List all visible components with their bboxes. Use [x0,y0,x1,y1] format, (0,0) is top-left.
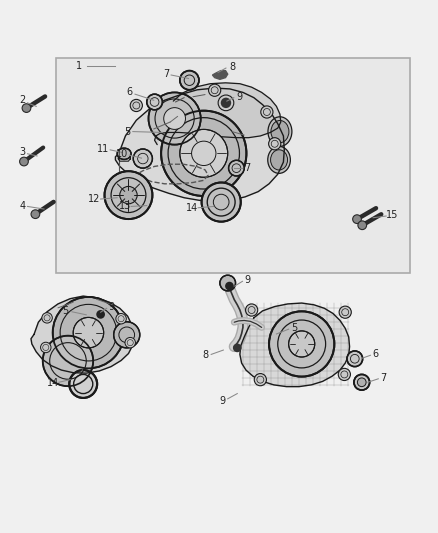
Circle shape [73,318,104,348]
Text: 9: 9 [245,276,251,286]
Text: 2: 2 [19,95,25,105]
Polygon shape [155,83,281,144]
Text: 6: 6 [127,87,133,98]
Circle shape [120,187,137,204]
Text: 12: 12 [88,193,101,204]
Text: 9: 9 [237,92,243,102]
Text: 5: 5 [124,126,131,136]
Text: 7: 7 [380,373,387,383]
Text: 8: 8 [202,350,208,360]
Ellipse shape [117,148,131,159]
Circle shape [354,375,370,390]
Polygon shape [31,296,134,373]
Polygon shape [116,88,284,201]
Circle shape [353,215,361,223]
Text: 7: 7 [244,163,251,173]
Text: 11: 11 [97,144,110,154]
Circle shape [105,171,152,219]
Circle shape [208,84,221,96]
Circle shape [20,157,28,166]
Polygon shape [240,303,350,386]
Circle shape [133,149,152,168]
Circle shape [125,337,135,348]
Circle shape [339,306,351,318]
Text: 1: 1 [76,61,82,71]
Circle shape [161,111,247,196]
Circle shape [261,106,273,118]
Circle shape [268,138,281,150]
Circle shape [201,182,241,222]
Text: 8: 8 [229,62,235,72]
Text: 5: 5 [63,306,69,316]
Circle shape [147,94,162,110]
Circle shape [220,275,236,291]
Circle shape [69,370,97,398]
Circle shape [96,310,105,319]
Circle shape [130,99,142,111]
Circle shape [347,351,363,367]
Circle shape [43,336,93,386]
Circle shape [180,130,228,177]
Circle shape [233,344,242,352]
Circle shape [41,342,51,353]
Circle shape [357,378,366,386]
Circle shape [114,322,140,348]
Circle shape [246,304,258,316]
Text: 9: 9 [219,395,226,406]
Text: 6: 6 [373,350,379,359]
Circle shape [31,210,40,219]
Text: 5: 5 [291,324,297,333]
Circle shape [116,313,126,324]
Circle shape [42,313,52,323]
Polygon shape [212,71,228,79]
Text: 13: 13 [119,201,131,212]
Ellipse shape [268,117,292,147]
Text: 14: 14 [186,203,198,213]
Circle shape [53,297,124,368]
Circle shape [221,98,231,108]
Circle shape [22,104,31,112]
Circle shape [358,221,367,230]
Circle shape [164,108,185,130]
Circle shape [289,331,315,357]
Circle shape [269,311,334,377]
Text: 3: 3 [19,148,25,157]
Bar [56,58,410,273]
Circle shape [225,282,234,290]
Text: 14: 14 [46,378,59,388]
Ellipse shape [268,147,290,173]
Text: 10: 10 [116,149,128,159]
Circle shape [180,71,199,90]
Circle shape [148,92,201,144]
Circle shape [254,374,266,386]
Text: 15: 15 [386,210,399,220]
Ellipse shape [271,120,289,143]
Text: 4: 4 [19,200,25,211]
Ellipse shape [271,150,288,170]
Circle shape [229,160,244,176]
Text: 7: 7 [163,69,169,79]
Text: 9: 9 [108,302,114,312]
Circle shape [338,368,350,381]
